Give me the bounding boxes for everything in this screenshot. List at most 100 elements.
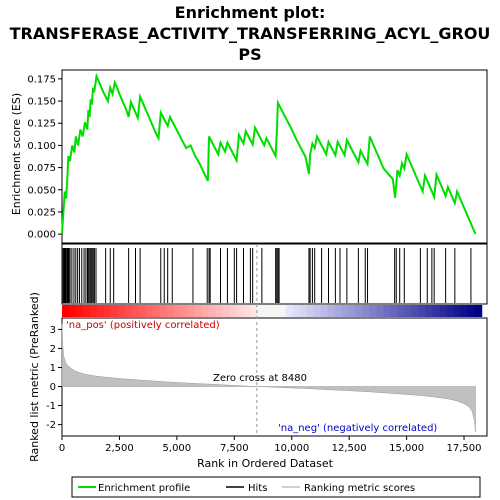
color-bar-segment bbox=[174, 305, 182, 317]
color-bar-segment bbox=[83, 305, 91, 317]
color-bar-segment bbox=[286, 305, 294, 317]
zero-cross-label: Zero cross at 8480 bbox=[213, 373, 307, 384]
color-bar-segment bbox=[384, 305, 392, 317]
color-bar-segment bbox=[188, 305, 196, 317]
x-tick-label: 5,000 bbox=[163, 443, 192, 454]
x-ticks: 0 2,500 5,000 7,500 10,000 12,500 15,000 17,500 bbox=[59, 436, 482, 454]
hits-series bbox=[63, 248, 471, 303]
es-panel-frame bbox=[62, 70, 487, 243]
color-bar-segment bbox=[474, 305, 482, 317]
color-bar-segment bbox=[272, 305, 280, 317]
color-bar-segment bbox=[111, 305, 119, 317]
legend-ranking-label: Ranking metric scores bbox=[304, 483, 415, 494]
es-y-tick-label: 0.025 bbox=[27, 207, 56, 218]
metric-y-ticks: -2 -1 0 1 2 3 bbox=[46, 325, 62, 431]
color-bar-segment bbox=[160, 305, 168, 317]
color-bar-segment bbox=[404, 305, 412, 317]
es-y-tick-label: 0.150 bbox=[27, 97, 56, 108]
x-tick-label: 0 bbox=[59, 443, 65, 454]
legend-hits-label: Hits bbox=[248, 483, 267, 494]
color-bar-segment bbox=[349, 305, 357, 317]
color-bar-segment bbox=[76, 305, 84, 317]
color-bar-segment bbox=[139, 305, 147, 317]
color-bar-segment bbox=[132, 305, 140, 317]
color-bar-segment bbox=[181, 305, 189, 317]
metric-y-tick-label: 1 bbox=[50, 363, 56, 374]
color-bar-segment bbox=[411, 305, 419, 317]
metric-y-tick-label: 0 bbox=[50, 382, 56, 393]
color-bar-segment bbox=[237, 305, 245, 317]
metric-y-tick-label: 3 bbox=[50, 325, 56, 336]
color-bar-segment bbox=[453, 305, 461, 317]
color-bar-segment bbox=[390, 305, 398, 317]
metric-y-tick-label: -1 bbox=[46, 401, 56, 412]
color-bar-segment bbox=[439, 305, 447, 317]
metric-y-tick-label: -2 bbox=[46, 420, 56, 431]
x-tick-label: 17,500 bbox=[447, 443, 482, 454]
color-bar-segment bbox=[251, 305, 259, 317]
color-bar-segment bbox=[300, 305, 308, 317]
es-y-tick-label: 0.075 bbox=[27, 163, 56, 174]
x-tick-label: 12,500 bbox=[332, 443, 367, 454]
x-tick-label: 7,500 bbox=[220, 443, 249, 454]
legend-enrichment-label: Enrichment profile bbox=[98, 483, 190, 494]
pos-label: 'na_pos' (positively correlated) bbox=[66, 320, 220, 331]
es-y-tick-label: 0.050 bbox=[27, 185, 56, 196]
color-bar-segment bbox=[153, 305, 161, 317]
color-bar-segment bbox=[293, 305, 301, 317]
es-y-tick-label: 0.000 bbox=[27, 230, 56, 241]
x-tick-label: 10,000 bbox=[274, 443, 309, 454]
es-y-tick-label: 0.100 bbox=[27, 141, 56, 152]
color-bar-segment bbox=[432, 305, 440, 317]
enrichment-profile-line bbox=[62, 76, 476, 234]
color-bar-segment bbox=[335, 305, 343, 317]
title-line-1: Enrichment plot: bbox=[175, 3, 326, 22]
color-bar-segment bbox=[146, 305, 154, 317]
color-bar-segment bbox=[125, 305, 133, 317]
color-bar-segment bbox=[90, 305, 98, 317]
title-line-2: TRANSFERASE_ACTIVITY_TRANSFERRING_ACYL_G… bbox=[10, 24, 491, 43]
color-bar-segment bbox=[321, 305, 329, 317]
color-bar-segment bbox=[342, 305, 350, 317]
es-y-ticks: 0.000 0.025 0.050 0.075 0.100 0.125 0.150 0.175 bbox=[27, 74, 62, 240]
neg-label: 'na_neg' (negatively correlated) bbox=[278, 423, 437, 434]
color-bar-segment bbox=[223, 305, 231, 317]
enrichment-profile-series bbox=[62, 76, 476, 234]
color-bar-segment bbox=[209, 305, 217, 317]
color-bar-segment bbox=[377, 305, 385, 317]
color-bar-segment bbox=[307, 305, 315, 317]
color-bar-segment bbox=[363, 305, 371, 317]
ranking-color-bar bbox=[62, 305, 482, 317]
es-y-tick-label: 0.175 bbox=[27, 74, 56, 85]
color-bar-segment bbox=[69, 305, 77, 317]
title-line-3: PS bbox=[238, 45, 261, 64]
es-y-tick-label: 0.125 bbox=[27, 119, 56, 130]
color-bar-segment bbox=[167, 305, 175, 317]
color-bar-segment bbox=[425, 305, 433, 317]
color-bar-segment bbox=[265, 305, 273, 317]
hits-panel-frame bbox=[62, 244, 487, 304]
color-bar-segment bbox=[62, 305, 70, 317]
color-bar-segment bbox=[418, 305, 426, 317]
es-y-axis-label: Enrichment score (ES) bbox=[10, 93, 23, 215]
color-bar-segment bbox=[279, 305, 287, 317]
color-bar-segment bbox=[460, 305, 468, 317]
color-bar-segment bbox=[446, 305, 454, 317]
color-bar-segment bbox=[118, 305, 126, 317]
color-bar-segment bbox=[104, 305, 112, 317]
x-tick-label: 2,500 bbox=[105, 443, 134, 454]
color-bar-segment bbox=[370, 305, 378, 317]
color-bar-segment bbox=[397, 305, 405, 317]
color-bar-segment bbox=[328, 305, 336, 317]
color-bar-segment bbox=[216, 305, 224, 317]
color-bar-segment bbox=[314, 305, 322, 317]
metric-y-tick-label: 2 bbox=[50, 344, 56, 355]
metric-y-axis-label: Ranked list metric (PreRanked) bbox=[28, 292, 41, 462]
color-bar-segment bbox=[230, 305, 238, 317]
color-bar-segment bbox=[97, 305, 105, 317]
color-bar-segment bbox=[244, 305, 252, 317]
color-bar-segment bbox=[467, 305, 475, 317]
color-bar-segment bbox=[258, 305, 266, 317]
color-bar-segment bbox=[356, 305, 364, 317]
